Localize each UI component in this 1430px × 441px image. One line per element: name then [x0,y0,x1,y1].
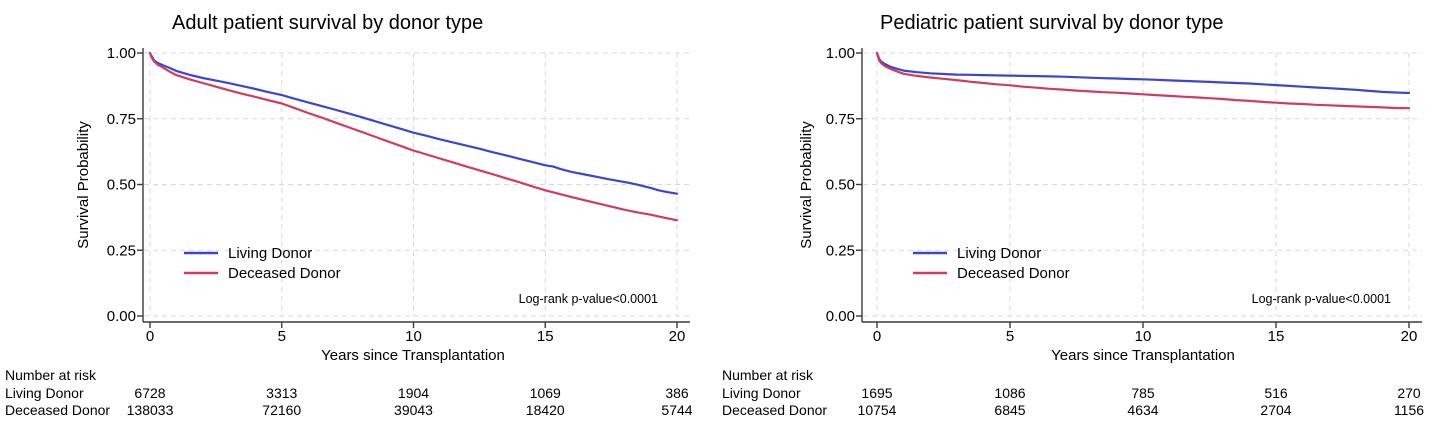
log-rank-annotation: Log-rank p-value<0.0001 [1252,292,1391,306]
x-tick-label: 15 [1268,328,1285,345]
y-tick-label: 0.25 [107,242,136,259]
x-tick-label: 5 [1006,328,1014,345]
chart-curves-layer [875,51,1411,110]
y-tick-label: 0.75 [107,111,136,128]
chart-title: Pediatric patient survival by donor type [880,12,1224,34]
x-tick-label: 0 [146,328,154,345]
risk-value: 3313 [266,385,297,401]
legend-label-deceased-donor: Deceased Donor [228,265,341,282]
y-tick-label: 0.25 [826,242,855,259]
y-tick-label: 0.00 [107,308,136,325]
risk-value: 1904 [398,385,429,401]
y-axis-label: Survival Probability [75,121,92,249]
y-tick-label: 0.00 [826,308,855,325]
risk-value: 2704 [1260,402,1291,418]
x-tick-label: 20 [1401,328,1418,345]
x-tick-label: 5 [278,328,286,345]
y-tick-label: 1.00 [826,45,855,62]
curve-deceased-donor [148,51,679,222]
risk-value: 39043 [394,402,433,418]
curve-deceased-donor [875,51,1411,110]
risk-value: 1069 [530,385,561,401]
risk-value: 138033 [127,402,174,418]
risk-value: 785 [1131,385,1155,401]
y-axis-label: Survival Probability [798,121,815,249]
log-rank-annotation: Log-rank p-value<0.0001 [519,292,658,306]
risk-value: 516 [1264,385,1288,401]
risk-value: 1156 [1394,402,1424,418]
risk-value: 10754 [858,402,897,418]
risk-value: 6728 [134,385,165,401]
risk-value: 386 [665,385,689,401]
adult-panel: 0.00 0.25 0.50 0.75 1.00 0 5 10 15 20 6728 3313 1904… [5,12,693,418]
curve-living-donor [875,51,1411,95]
risk-value: 4634 [1127,402,1158,418]
x-tick-label: 15 [537,328,554,345]
chart-title: Adult patient survival by donor type [172,12,483,34]
risk-row-label-deceased-donor: Deceased Donor [722,402,827,418]
x-tick-label: 0 [873,328,881,345]
chart-grid-layer: 0.00 0.25 0.50 0.75 1.00 0 5 10 15 20 6728 3313 1904… [107,45,693,418]
x-axis-label: Years since Transplantation [321,347,505,364]
legend-label-living-donor: Living Donor [228,245,312,262]
adult-survival-chart: 0.00 0.25 0.50 0.75 1.00 0 5 10 15 20 6728 3313 1904… [5,12,693,418]
risk-row-label-deceased-donor: Deceased Donor [5,402,110,418]
risk-row-label-living-donor: Living Donor [5,385,84,401]
risk-value: 270 [1397,385,1421,401]
pediatric-panel: 0.00 0.25 0.50 0.75 1.00 0 5 10 15 20 1695 1086 785 5… [715,0,1430,441]
chart-curves-layer [148,51,679,222]
legend-label-deceased-donor: Deceased Donor [957,265,1070,282]
pediatric-survival-chart: 0.00 0.25 0.50 0.75 1.00 0 5 10 15 20 1695 1086 785 5… [722,12,1424,418]
y-tick-label: 0.50 [826,177,855,194]
y-tick-label: 1.00 [107,45,136,62]
y-tick-label: 0.50 [107,177,136,194]
x-tick-label: 10 [1135,328,1152,345]
chart-grid-layer: 0.00 0.25 0.50 0.75 1.00 0 5 10 15 20 1695 1086 785 5… [826,45,1424,418]
risk-table-header: Number at risk [5,367,97,383]
risk-value: 1086 [994,385,1025,401]
risk-value: 72160 [262,402,301,418]
y-tick-label: 0.75 [826,111,855,128]
risk-value: 5744 [661,402,692,418]
risk-value: 1695 [861,385,892,401]
risk-table-header: Number at risk [722,367,814,383]
risk-row-label-living-donor: Living Donor [722,385,801,401]
x-tick-label: 20 [669,328,686,345]
risk-value: 6845 [994,402,1025,418]
x-tick-label: 10 [405,328,422,345]
risk-value: 18420 [526,402,565,418]
curve-living-donor [148,51,679,195]
legend-label-living-donor: Living Donor [957,245,1041,262]
x-axis-label: Years since Transplantation [1051,347,1235,364]
